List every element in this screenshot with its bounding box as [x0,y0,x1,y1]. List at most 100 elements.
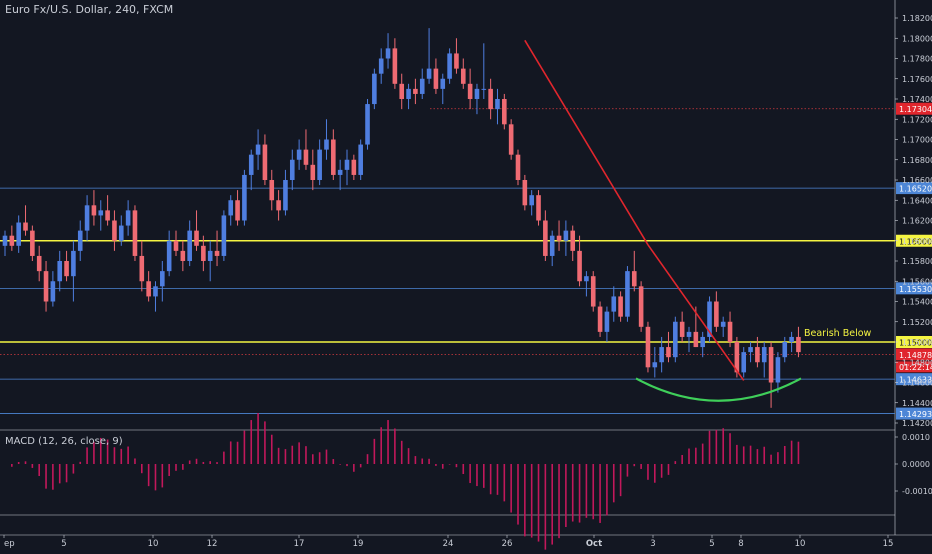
chart-title: Euro Fx/U.S. Dollar, 240, FXCM [5,3,174,16]
candle-body [91,205,97,216]
price-tick-label: 1.16000 [902,237,932,246]
candle-body [502,99,507,125]
candle-body [508,124,514,155]
candle [686,326,692,353]
candle [57,250,63,292]
candle-body [440,78,446,89]
candle-body [2,235,8,246]
candle [98,200,104,231]
candle-body [64,261,69,277]
time-tick-label: Oct [586,539,602,549]
candle-body [652,362,658,368]
candle [9,225,15,251]
candle-body [447,53,452,79]
candle-body [645,326,651,368]
candle [761,342,767,378]
price-tick-label: 1.16200 [902,217,932,226]
time-tick-label: 5 [61,539,66,549]
candle-body [16,222,21,246]
level-tag-bg [896,336,932,348]
candle [720,316,726,337]
candle-body [331,139,336,175]
price-tick-label: 1.17600 [902,75,932,84]
level-tag-1.14633: 1.14633 [896,373,932,386]
level-tag-bg [896,348,932,361]
candle [707,296,712,342]
candle [324,119,329,160]
candle-body [262,144,268,180]
candle [283,169,288,216]
candle [77,220,83,261]
candle [43,261,49,312]
candle-body [673,321,678,358]
candle-body [570,230,576,251]
candle-body [467,83,473,99]
candle-body [84,205,90,231]
candle-body [536,195,541,221]
level-tag-1.14293: 1.14293 [896,407,932,420]
candle [160,261,165,302]
time-tick-label: 12 [207,539,218,549]
candle-body [207,250,213,261]
time-tick-label: 24 [443,539,454,549]
level-tag-1.14878: 1.14878 [896,348,932,361]
candle-body [201,245,206,261]
candle [365,99,370,150]
candle [276,190,281,221]
candle-body [399,83,405,99]
candlestick-series [2,28,801,408]
price-tick-label: 1.15000 [902,338,932,347]
countdown-tag-bg [896,361,932,373]
candle-body [782,342,788,358]
price-tick-label: 1.14200 [902,419,932,428]
candle-body [344,159,350,170]
level-tag-1.17304: 1.17304 [896,102,932,115]
candle [679,311,685,342]
candle-body [139,255,145,282]
price-tick-label: 1.15400 [902,298,932,307]
candle-body [324,139,329,150]
candle [611,286,617,322]
candle [105,195,110,226]
candle-body [768,347,774,383]
candle [481,43,487,99]
candle [23,205,28,236]
candle-body [481,88,487,90]
candle-body [625,271,630,317]
candle [392,38,398,89]
candle-body [187,230,192,261]
candle-body [631,271,637,287]
level-tag-text: 1.16000 [899,237,932,246]
level-tag-text: 1.14293 [899,410,932,419]
candle-body [543,220,548,256]
candle-body [146,281,151,297]
candle [515,149,521,186]
candle [139,240,145,292]
candle-body [734,342,740,373]
candle-body [228,200,234,216]
candle [64,250,69,282]
candle [440,73,446,105]
time-tick-label: 8 [738,539,743,549]
candle-body [686,331,692,337]
time-tick-label: 17 [294,539,305,549]
candle-body [296,149,302,160]
candle [153,281,158,312]
candle-body [289,159,295,180]
level-tag-1.16520: 1.16520 [896,182,932,195]
price-tick-label: 1.14600 [902,379,932,388]
candle [625,266,630,322]
candle-body [248,154,254,175]
candle [173,230,179,256]
candle [207,240,213,282]
level-tag-1.16000: 1.16000 [896,234,932,247]
macd-histogram: 0.0010 0.0000 -0.0010 [11,413,932,550]
candle [741,347,747,378]
candle-body [43,271,49,302]
candle-body [30,230,35,256]
candle-body [57,261,63,282]
candle [727,311,733,348]
candle [666,331,671,363]
candle [700,331,705,358]
